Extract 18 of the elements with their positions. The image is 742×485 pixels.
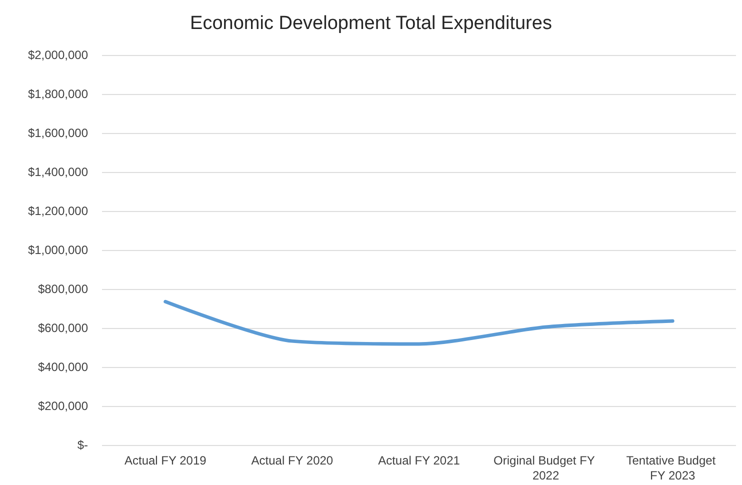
y-tick-label: $1,800,000 — [28, 87, 88, 101]
line-series — [164, 300, 674, 346]
y-tick-label: $1,000,000 — [28, 243, 88, 257]
y-tick-label: $800,000 — [38, 282, 88, 296]
x-tick-label: Tentative Budget FY 2023 — [626, 454, 719, 482]
y-tick-label: $- — [77, 438, 88, 452]
y-tick-label: $600,000 — [38, 321, 88, 335]
y-tick-label: $1,400,000 — [28, 165, 88, 179]
chart-title: Economic Development Total Expenditures — [190, 13, 552, 34]
x-tick-label: Actual FY 2020 — [251, 454, 334, 468]
y-tick-label: $1,600,000 — [28, 126, 88, 140]
y-tick-label: $1,200,000 — [28, 204, 88, 218]
y-tick-label: $200,000 — [38, 399, 88, 413]
x-tick-label: Actual FY 2019 — [124, 454, 207, 468]
y-tick-label: $400,000 — [38, 360, 88, 374]
x-tick-label: Actual FY 2021 — [378, 454, 460, 468]
y-tick-label: $2,000,000 — [28, 48, 88, 62]
x-tick-label: Original Budget FY 2022 — [494, 454, 598, 482]
